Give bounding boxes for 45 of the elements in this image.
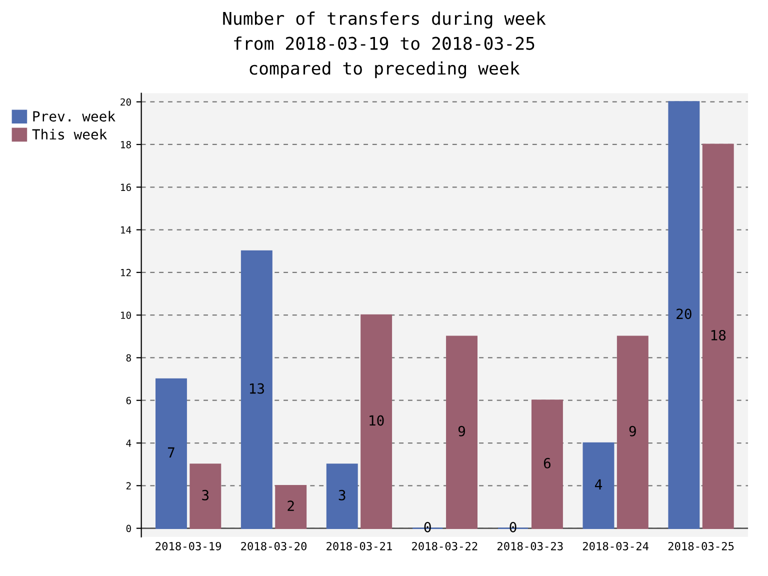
data-label: 9 (629, 426, 636, 436)
y-tick-label: 16 (121, 184, 131, 191)
y-tick-label: 2 (126, 482, 131, 490)
data-label: 3 (338, 490, 346, 500)
y-tick-label: 14 (121, 226, 132, 234)
x-tick-label: 2018-03-20 (241, 542, 306, 550)
bar (582, 442, 614, 529)
bar (616, 336, 648, 529)
data-label: 2 (288, 500, 294, 511)
y-tick-label: 6 (126, 396, 131, 404)
bar (702, 144, 734, 529)
bar (155, 378, 187, 529)
bar (531, 400, 563, 529)
bar (190, 464, 222, 529)
x-tick-label: 2018-03-24 (582, 542, 648, 550)
y-tick-label: 18 (121, 140, 131, 148)
legend-label: Prev. week (33, 110, 116, 122)
data-label: 10 (370, 415, 384, 426)
y-tick-label: 4 (126, 440, 132, 447)
y-tick-label: 8 (126, 354, 131, 362)
data-label: 7 (168, 447, 174, 458)
chart-title: Number of transfers during week from 2018-03-19 to 2018-03-25 compared to preceding week (223, 12, 546, 78)
data-label: 20 (676, 308, 692, 320)
y-tick-label: 0 (126, 524, 131, 532)
x-tick-label: 2018-03-19 (156, 542, 222, 550)
legend-label: This week (32, 128, 107, 140)
y-tick-label: 12 (121, 268, 131, 276)
data-label: 6 (544, 458, 550, 468)
x-tick-label: 2018-03-22 (412, 542, 478, 550)
bar (275, 484, 307, 529)
data-label: 3 (202, 490, 209, 500)
bar (326, 464, 358, 529)
bar (360, 314, 392, 529)
x-tick-label: 2018-03-21 (326, 542, 392, 550)
bar (240, 250, 272, 529)
data-label: 9 (458, 426, 465, 436)
data-label: 18 (711, 330, 726, 340)
y-tick-label: 10 (121, 312, 131, 319)
bar (446, 336, 478, 529)
x-tick-label: 2018-03-25 (668, 542, 734, 550)
bar (668, 101, 700, 529)
y-tick-label: 20 (120, 98, 131, 106)
data-label: 4 (595, 479, 602, 490)
x-tick-label: 2018-03-23 (498, 542, 563, 550)
data-label: 13 (250, 383, 264, 394)
